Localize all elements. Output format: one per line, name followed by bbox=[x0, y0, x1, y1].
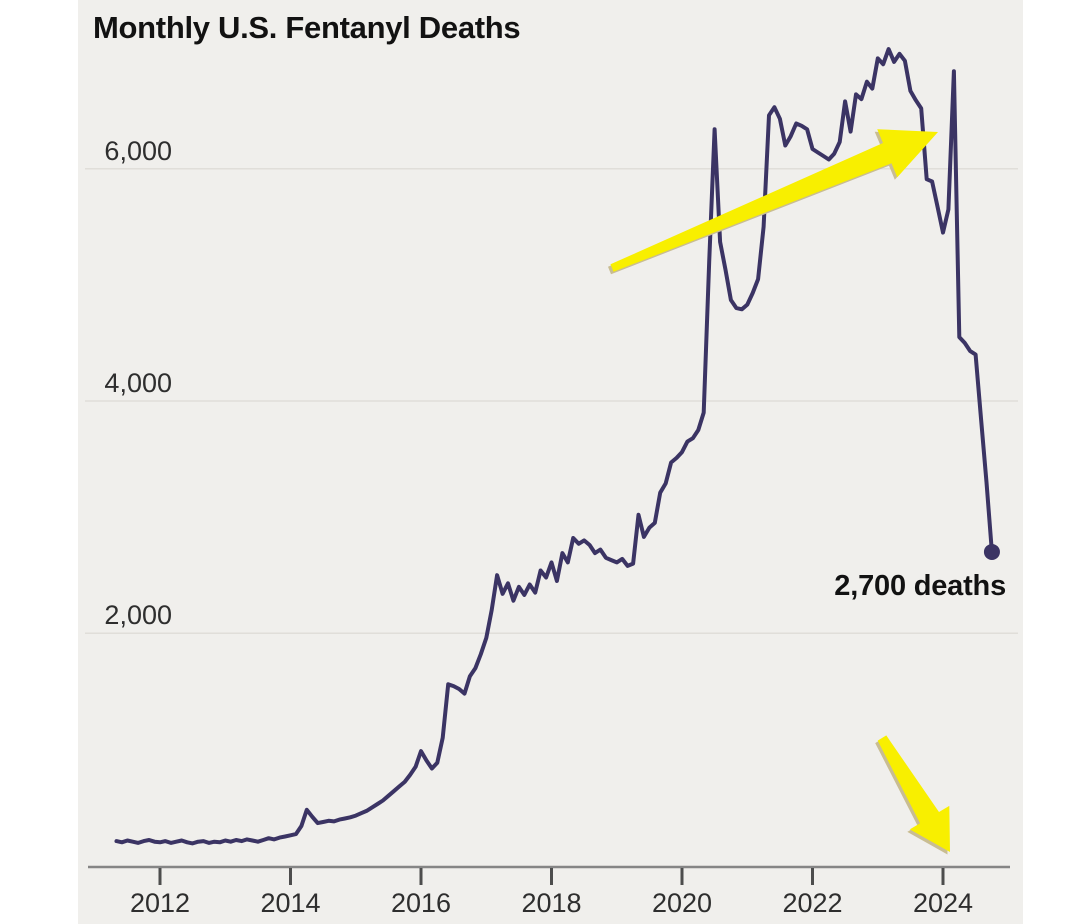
x-tick-label: 2018 bbox=[521, 888, 582, 918]
trend-up-arrow-icon bbox=[610, 129, 938, 272]
y-tick-label: 6,000 bbox=[104, 135, 172, 166]
x-tick-label: 2020 bbox=[651, 888, 713, 918]
x-tick-label: 2012 bbox=[129, 888, 191, 918]
x-tick-label: 2024 bbox=[912, 888, 974, 918]
x-tick-label: 2016 bbox=[390, 888, 452, 918]
trend-down-arrow-icon bbox=[877, 735, 950, 852]
x-tick-label: 2022 bbox=[782, 888, 843, 918]
endpoint-dot bbox=[983, 543, 1000, 560]
endpoint-annotation: 2,700 deaths bbox=[834, 570, 1006, 602]
chart-title: Monthly U.S. Fentanyl Deaths bbox=[93, 10, 521, 45]
y-tick-label: 2,000 bbox=[104, 600, 172, 631]
y-tick-label: 4,000 bbox=[104, 368, 172, 398]
data-line bbox=[114, 47, 994, 846]
x-tick-label: 2014 bbox=[260, 888, 321, 918]
